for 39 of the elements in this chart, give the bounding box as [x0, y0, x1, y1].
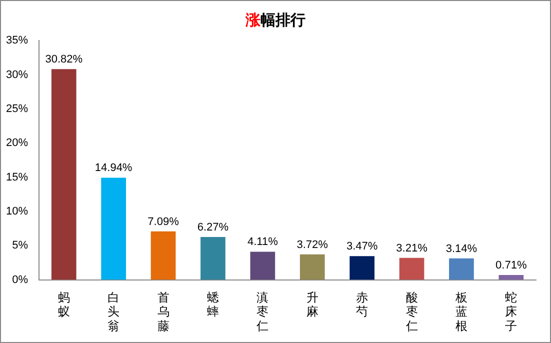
x-tick-label: 赤芍 — [356, 290, 368, 319]
bar — [399, 258, 424, 280]
bar — [449, 258, 474, 280]
x-tick-label: 升麻 — [306, 290, 318, 319]
y-tick-label: 30% — [6, 68, 28, 81]
data-label: 4.11% — [247, 236, 278, 248]
y-tick-label: 10% — [6, 205, 28, 218]
bar — [300, 254, 325, 280]
data-label: 3.72% — [296, 238, 328, 251]
bar — [250, 252, 276, 280]
x-tick-label: 滇枣仁 — [256, 290, 269, 334]
data-label: 30.82% — [45, 54, 83, 66]
bar — [350, 256, 374, 280]
y-tick-label: 15% — [6, 171, 28, 184]
x-tick-label: 首乌藤 — [157, 290, 170, 334]
x-tick-label: 蚂蚁 — [58, 290, 70, 319]
chart-title: 涨幅排行 — [246, 11, 306, 29]
bar — [200, 236, 226, 280]
bar — [150, 231, 176, 280]
data-label: 7.09% — [148, 216, 180, 228]
bar — [51, 69, 76, 280]
data-label: 14.94% — [94, 162, 132, 174]
x-tick-label: 蛇床子 — [505, 290, 518, 334]
bar — [498, 274, 524, 280]
data-label: 6.27% — [197, 221, 229, 234]
x-tick-label: 白头翁 — [108, 290, 120, 334]
data-label: 3.14% — [446, 242, 478, 255]
x-tick-label: 酸枣仁 — [404, 290, 418, 334]
data-label: 0.71% — [496, 259, 527, 272]
y-tick-label: 25% — [6, 102, 28, 115]
y-tick-label: 35% — [6, 34, 28, 47]
x-tick-label: 蟋蟀 — [206, 290, 219, 319]
data-label: 3.21% — [396, 242, 428, 254]
data-label: 3.47% — [346, 240, 378, 253]
y-tick-label: 5% — [12, 240, 28, 252]
bar — [101, 178, 126, 280]
y-tick-label: 20% — [6, 137, 28, 150]
x-tick-label: 板蓝根 — [454, 290, 468, 334]
y-tick-label: 0% — [12, 274, 28, 286]
